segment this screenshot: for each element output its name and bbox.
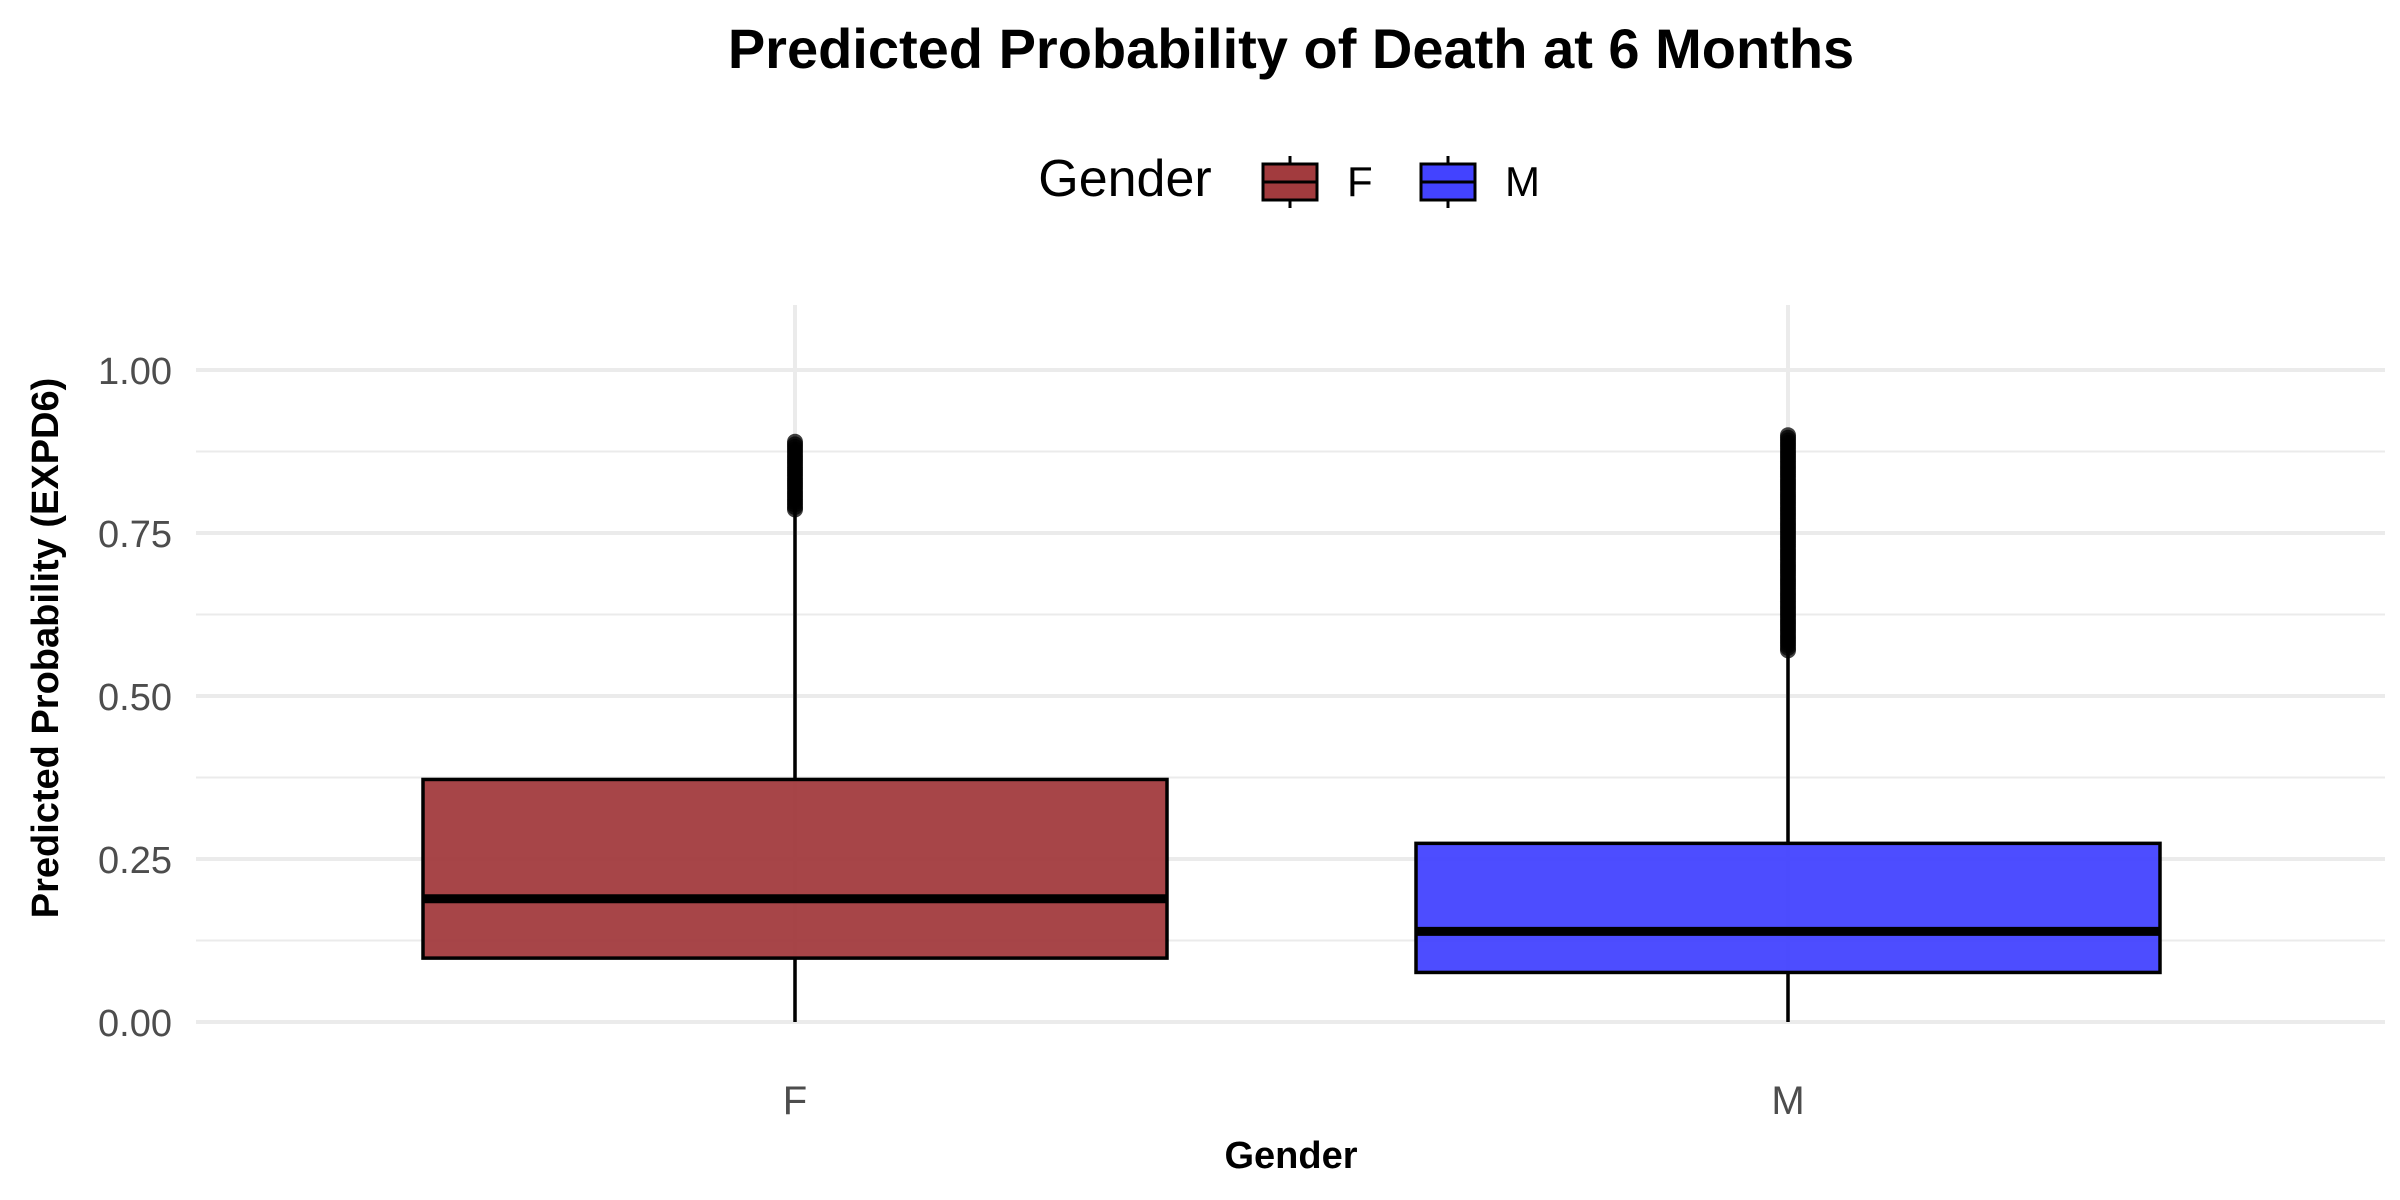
outlier-point: [1780, 427, 1796, 444]
outlier-point: [787, 433, 803, 450]
y-tick-label: 1.00: [98, 351, 172, 393]
x-tick-label: M: [1771, 1079, 1804, 1123]
x-axis-title: Gender: [1224, 1135, 1357, 1177]
legend-title: Gender: [1038, 150, 1211, 208]
legend: Gender F M: [1038, 150, 1540, 208]
y-axis-title: Predicted Probability (EXPD6): [25, 378, 67, 919]
y-tick-label: 0.25: [98, 840, 172, 882]
legend-key-M: [1419, 156, 1477, 208]
y-tick-label: 0.75: [98, 514, 172, 556]
y-tick-label: 0.50: [98, 677, 172, 719]
x-tick-label: F: [783, 1079, 807, 1123]
box-M: [1414, 427, 2162, 1022]
legend-key-F: [1261, 156, 1319, 208]
axis-ticks: 0.00 0.25 0.50 0.75 1.00 F M: [98, 351, 1805, 1123]
y-tick-label: 0.00: [98, 1003, 172, 1045]
box-rect: [1414, 841, 2162, 975]
box-rect: [421, 777, 1169, 960]
legend-label-M: M: [1505, 158, 1540, 205]
chart-title: Predicted Probability of Death at 6 Mont…: [728, 17, 1854, 80]
box-F: [421, 433, 1169, 1022]
boxes: [421, 427, 2162, 1022]
legend-label-F: F: [1347, 158, 1373, 205]
